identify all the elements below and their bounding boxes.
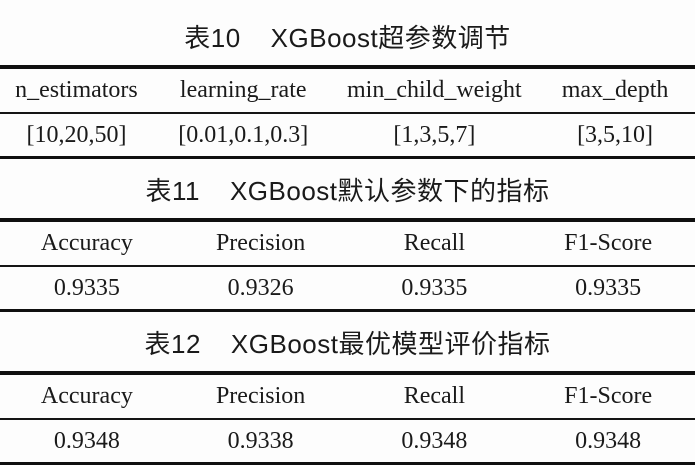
table-cell: 0.9335: [401, 274, 468, 301]
column-header: n_estimators: [0, 67, 153, 114]
column-header: min_child_weight: [333, 67, 536, 114]
table-11-title-text: XGBoost默认参数下的指标: [229, 176, 550, 206]
table-cell: 0.9348: [575, 427, 642, 454]
table-cell: 0.9335: [53, 274, 120, 301]
table-10-label: 表10: [184, 23, 241, 53]
table-10-caption: 表10 XGBoost超参数调节: [0, 22, 695, 54]
column-header: learning_rate: [152, 67, 334, 114]
column-header: F1-Score: [521, 373, 695, 420]
table-12-title-text: XGBoost最优模型评价指标: [230, 329, 551, 359]
hyperparameter-tuning-table: n_estimators learning_rate min_child_wei…: [0, 65, 695, 159]
table-11-label: 表11: [145, 176, 200, 206]
table-cell: [10,20,50]: [26, 121, 127, 148]
table-cell: 0.9338: [227, 427, 294, 454]
table-12-label: 表12: [144, 329, 201, 359]
section-table-10: 表10 XGBoost超参数调节 n_estimators learning_ra…: [0, 22, 695, 159]
section-table-11: 表11 XGBoost默认参数下的指标 Accuracy Precision Re…: [0, 175, 695, 312]
table-cell: [0.01,0.1,0.3]: [178, 121, 309, 148]
column-header: Accuracy: [0, 373, 174, 420]
column-header: F1-Score: [521, 220, 695, 267]
table-12-caption: 表12 XGBoost最优模型评价指标: [0, 328, 695, 360]
best-model-metrics-table: Accuracy Precision Recall F1-Score 0.934…: [0, 371, 695, 465]
column-header: Precision: [173, 373, 348, 420]
table-cell: 0.9335: [575, 274, 642, 301]
table-cell: [1,3,5,7]: [393, 121, 476, 148]
section-table-12: 表12 XGBoost最优模型评价指标 Accuracy Precision Re…: [0, 328, 695, 465]
table-cell: 0.9326: [227, 274, 294, 301]
column-header: Accuracy: [0, 220, 174, 267]
table-row: Accuracy Precision Recall F1-Score: [0, 220, 695, 267]
column-header: Recall: [347, 373, 522, 420]
table-cell: [3,5,10]: [577, 121, 654, 148]
default-params-metrics-table: Accuracy Precision Recall F1-Score 0.933…: [0, 218, 695, 312]
table-row: [10,20,50] [0.01,0.1,0.3] [1,3,5,7] [3,5…: [0, 113, 695, 158]
column-header: Precision: [173, 220, 348, 267]
table-11-caption: 表11 XGBoost默认参数下的指标: [0, 175, 695, 207]
table-cell: 0.9348: [401, 427, 468, 454]
table-cell: 0.9348: [53, 427, 120, 454]
table-10-title-text: XGBoost超参数调节: [270, 23, 511, 53]
column-header: Recall: [347, 220, 522, 267]
table-row: Accuracy Precision Recall F1-Score: [0, 373, 695, 420]
table-row: n_estimators learning_rate min_child_wei…: [0, 67, 695, 114]
table-row: 0.9335 0.9326 0.9335 0.9335: [0, 266, 695, 311]
column-header: max_depth: [535, 67, 695, 114]
table-row: 0.9348 0.9338 0.9348 0.9348: [0, 419, 695, 464]
